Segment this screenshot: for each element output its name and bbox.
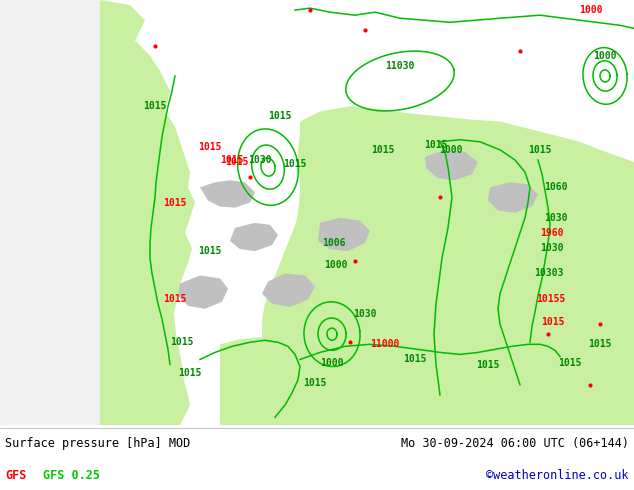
Text: 1015: 1015 — [424, 140, 448, 150]
Text: 1000: 1000 — [579, 5, 603, 15]
Text: 1015: 1015 — [163, 197, 187, 208]
Text: 11000: 11000 — [370, 339, 399, 349]
Text: 1015: 1015 — [283, 159, 307, 169]
Text: 1006: 1006 — [322, 238, 346, 248]
Text: 1060: 1060 — [544, 182, 568, 193]
Text: 1015: 1015 — [372, 145, 395, 155]
Text: 1000: 1000 — [439, 145, 463, 155]
Text: 1015: 1015 — [541, 317, 565, 327]
Text: 1015: 1015 — [163, 294, 187, 304]
Polygon shape — [262, 273, 315, 307]
Text: Surface pressure [hPa] MOD: Surface pressure [hPa] MOD — [5, 437, 190, 450]
Text: ©weatheronline.co.uk: ©weatheronline.co.uk — [486, 469, 629, 482]
Text: 1015: 1015 — [225, 157, 249, 167]
Text: 1015: 1015 — [198, 246, 222, 256]
Text: 1015: 1015 — [220, 155, 243, 165]
Text: 1015: 1015 — [268, 111, 292, 122]
Text: Mo 30-09-2024 06:00 UTC (06+144): Mo 30-09-2024 06:00 UTC (06+144) — [401, 437, 629, 450]
Text: 1015: 1015 — [588, 339, 612, 349]
Polygon shape — [100, 145, 190, 425]
Polygon shape — [488, 182, 538, 213]
Text: 1015: 1015 — [143, 101, 167, 111]
Polygon shape — [425, 150, 478, 180]
Text: 1000: 1000 — [320, 358, 344, 368]
Polygon shape — [262, 106, 634, 425]
Polygon shape — [178, 275, 228, 309]
Text: 1015: 1015 — [476, 360, 500, 369]
Text: 10155: 10155 — [536, 294, 566, 304]
Text: 1015: 1015 — [171, 337, 194, 347]
Text: 1015: 1015 — [403, 354, 427, 365]
Text: 1000: 1000 — [324, 260, 348, 270]
Text: 10303: 10303 — [534, 269, 564, 278]
Text: 1000: 1000 — [593, 50, 617, 61]
Text: 1015: 1015 — [178, 368, 202, 378]
Polygon shape — [100, 0, 195, 425]
Text: 1030: 1030 — [544, 213, 568, 223]
Polygon shape — [200, 180, 255, 208]
Polygon shape — [230, 223, 278, 251]
Text: 1960: 1960 — [540, 228, 564, 238]
Text: GFS 0.25: GFS 0.25 — [43, 469, 100, 482]
Text: 1030: 1030 — [540, 243, 564, 253]
Text: 1015: 1015 — [303, 378, 327, 388]
Polygon shape — [318, 218, 370, 251]
Text: 1015: 1015 — [528, 145, 552, 155]
Text: 1030: 1030 — [249, 155, 272, 165]
Text: 1030: 1030 — [353, 309, 377, 319]
Polygon shape — [0, 0, 100, 425]
Text: 1015: 1015 — [559, 358, 582, 368]
Polygon shape — [220, 337, 634, 425]
Text: 11030: 11030 — [385, 61, 415, 71]
Text: 1015: 1015 — [198, 142, 222, 152]
Text: GFS: GFS — [5, 469, 27, 482]
